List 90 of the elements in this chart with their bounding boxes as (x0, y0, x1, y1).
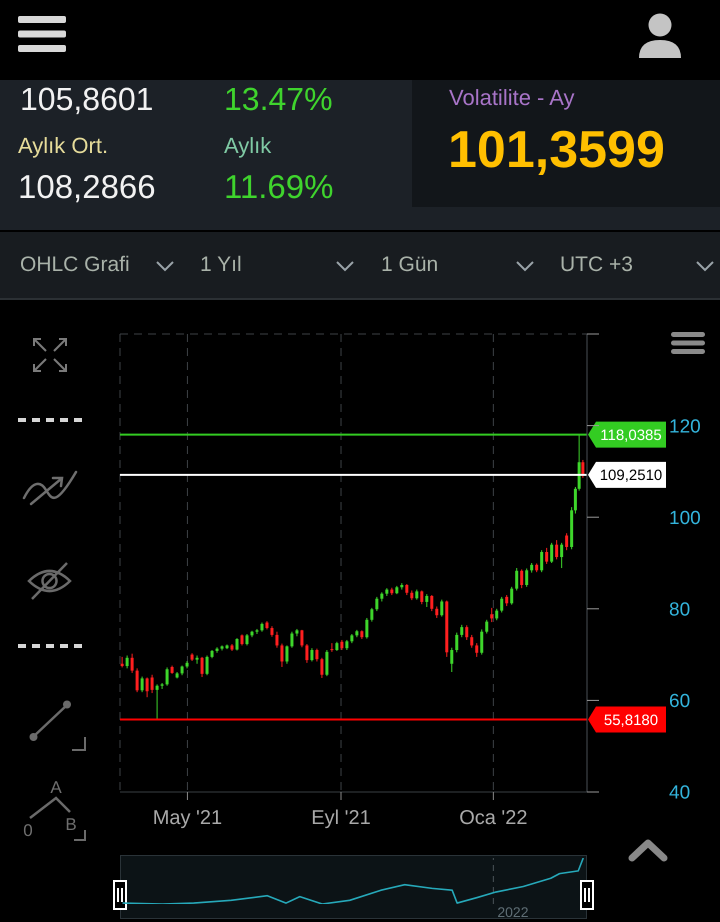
candlestick (500, 596, 504, 613)
candlestick (325, 650, 328, 677)
ref-line-label: 55,8180 (604, 712, 658, 729)
candlestick (305, 644, 308, 664)
candlestick (130, 653, 134, 674)
candlestick (126, 655, 129, 669)
candlestick (470, 634, 474, 648)
candlestick (405, 584, 408, 596)
y-tick-label: 100 (669, 508, 701, 529)
candlestick (530, 562, 534, 574)
text: 108,2866 (18, 168, 156, 206)
candlestick (236, 638, 238, 651)
candlestick (330, 642, 334, 652)
candlestick (420, 590, 424, 605)
candlestick (280, 643, 284, 668)
candlestick (540, 550, 544, 573)
x-tick-label: May '21 (152, 807, 222, 830)
candlestick (270, 626, 274, 638)
candlestick (370, 607, 374, 622)
candlestick (350, 633, 354, 644)
candlestick (245, 633, 248, 646)
candlestick (275, 631, 278, 648)
candlestick (315, 648, 318, 662)
y-tick-label: 80 (669, 599, 690, 620)
candlestick (425, 594, 428, 608)
candlestick (515, 568, 518, 591)
candlestick (455, 632, 458, 653)
text: OHLC Grafi (20, 253, 130, 276)
candlestick (345, 639, 348, 651)
candlestick (375, 596, 378, 612)
candlestick (146, 677, 149, 698)
candlestick (290, 631, 294, 648)
candlestick (435, 606, 438, 618)
candlestick (495, 608, 498, 621)
candlestick (180, 665, 184, 676)
candlestick (415, 589, 418, 600)
candlestick (136, 668, 139, 693)
candlestick (200, 656, 204, 678)
candlestick (565, 532, 568, 551)
candlestick (206, 655, 209, 676)
text: 13.47% (224, 81, 333, 118)
candlestick (490, 607, 494, 623)
candlestick (560, 542, 564, 569)
candlestick (525, 568, 528, 588)
candlestick (485, 619, 488, 634)
candlestick (166, 666, 169, 686)
candlestick (465, 624, 468, 640)
candlestick (545, 547, 548, 564)
y-tick-label: 40 (669, 782, 690, 804)
candlestick (260, 622, 264, 632)
candlestick (505, 594, 508, 607)
text: Aylık (224, 133, 272, 158)
y-tick-label: 60 (669, 691, 690, 712)
y-tick-label: 120 (669, 416, 701, 438)
text: Aylık Ort. (18, 133, 108, 158)
candlestick (320, 657, 324, 678)
x-tick-label: Eyl '21 (311, 807, 371, 830)
candlestick (150, 674, 154, 694)
text: 101,3599 (448, 121, 665, 180)
candlestick (550, 542, 554, 564)
candlestick (510, 586, 514, 606)
candlestick (440, 599, 444, 618)
x-tick-label: Oca '22 (459, 807, 528, 830)
text: 105,8601 (20, 81, 154, 118)
candlestick (460, 624, 464, 638)
candlestick (300, 629, 304, 648)
candlestick (156, 684, 159, 720)
candlestick (340, 639, 344, 651)
candlestick (365, 617, 368, 640)
candlestick (581, 459, 584, 478)
ref-line-label: 118,0385 (600, 426, 662, 444)
candlestick (430, 594, 434, 612)
candlestick (450, 647, 454, 673)
candlestick (410, 590, 414, 601)
candlestick (240, 634, 244, 646)
text: 1 Gün (381, 253, 438, 276)
candlestick (285, 644, 288, 664)
text: 1 Yıl (200, 253, 242, 276)
text: Volatilite - Ay (449, 85, 575, 110)
candlestick (335, 641, 338, 652)
candlestick (475, 642, 478, 658)
candlestick (555, 540, 558, 560)
text: 11.69% (224, 168, 334, 206)
candlestick (480, 628, 484, 656)
text: UTC +3 (560, 253, 633, 276)
candlestick (380, 592, 384, 602)
candlestick (140, 676, 144, 693)
candlestick (310, 648, 314, 662)
candlestick (520, 568, 524, 589)
ref-line-label: 109,2510 (600, 467, 662, 484)
